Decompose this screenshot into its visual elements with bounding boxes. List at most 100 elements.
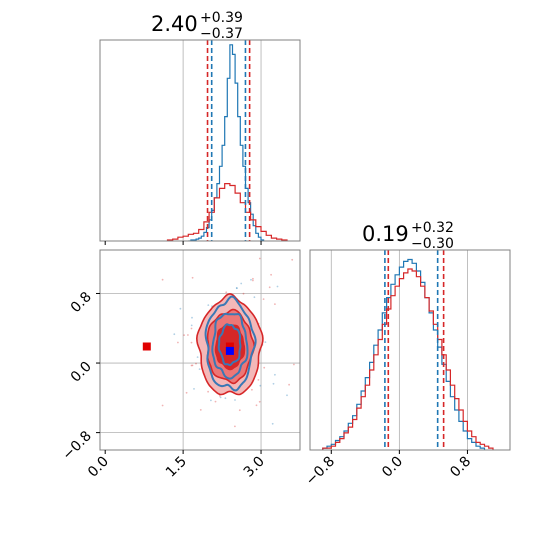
bl-point-0-30 (258, 257, 261, 260)
tl-ticks (104, 241, 262, 245)
br-quantile-lines (384, 250, 445, 450)
title-1-value: 0.19 (362, 222, 409, 246)
bl-blue-contour-2 (217, 323, 242, 367)
title-param-0: 2.40 +0.39 −0.37 (151, 10, 243, 42)
bl-ytick-label-1: 0.0 (68, 359, 95, 386)
bl-blue-contour-1 (211, 312, 249, 380)
bl-point-1-70 (224, 397, 227, 400)
bl-point-0-58 (252, 277, 254, 280)
bl-point-1-58 (173, 333, 176, 336)
bl-point-0-4 (257, 379, 260, 381)
bl-xtick-label-0: 0.0 (85, 454, 112, 481)
bl-point-1-60 (219, 396, 222, 399)
br-series-0-step (322, 258, 486, 450)
bl-point-1-65 (264, 341, 267, 343)
bl-point-1-16 (276, 285, 279, 288)
bl-point-0-15 (177, 341, 179, 344)
bl-point-0-86 (161, 404, 164, 407)
bl-point-0-52 (252, 279, 254, 282)
title-0-upper: +0.39 (200, 10, 243, 26)
bl-point-0-70 (274, 303, 276, 305)
bl-point-1-77 (259, 384, 262, 387)
bl-point-1-6 (272, 382, 275, 385)
bl-point-0-19 (207, 390, 210, 393)
bl-point-0-17 (195, 362, 197, 365)
bl-scatter-points (155, 232, 370, 428)
bl-point-1-82 (191, 316, 193, 319)
br-histograms (322, 258, 494, 450)
br-xtick-label-0: −0.8 (303, 454, 338, 489)
bl-point-1-35 (198, 368, 201, 370)
title-0-lower: −0.37 (200, 26, 243, 42)
bl-point-0-69 (183, 334, 186, 336)
bl-point-1-40 (193, 388, 195, 390)
tl-frame (99, 39, 301, 242)
bl-point-0-43 (251, 388, 253, 391)
bl-xtick-label-2: 3.0 (241, 454, 268, 481)
title-1-lower: −0.30 (411, 236, 454, 252)
br-frame (309, 249, 511, 451)
bl-point-0-47 (255, 404, 258, 407)
bl-point-1-8 (286, 394, 288, 397)
bl-point-0-11 (190, 327, 193, 330)
title-param-1: 0.19 +0.32 −0.30 (362, 220, 454, 252)
bl-point-0-29 (155, 232, 157, 234)
bl-point-0-34 (270, 273, 272, 276)
bl-point-1-72 (190, 324, 193, 327)
bl-point-0-5 (234, 425, 236, 428)
bl-point-0-46 (190, 364, 193, 367)
bl-ytick-label-0: −0.8 (59, 428, 94, 463)
bl-point-1-86 (271, 422, 274, 425)
bl-point-1-30 (234, 399, 236, 401)
bl-frame (99, 249, 301, 451)
bl-point-1-28 (236, 287, 238, 290)
br-series-1-step (322, 268, 494, 450)
bl-point-1-14 (250, 278, 252, 281)
bl-marker-1 (225, 342, 234, 351)
bl-point-0-81 (225, 291, 228, 294)
tl-series-1-step (166, 183, 288, 241)
bl-point-0-63 (268, 286, 271, 289)
bl-point-1-3 (240, 282, 243, 285)
tl-quantile-lines (206, 40, 251, 241)
br-xtick-label-1: 0.0 (379, 454, 406, 481)
br-ticks: −0.8 0.0 0.8 (303, 450, 474, 489)
panel-bottom-left: 0.0 1.5 3.0−0.80.00.8 (59, 232, 370, 481)
bl-point-1-69 (235, 287, 238, 289)
tl-gridlines (182, 40, 262, 241)
bl-blue-contour-0 (204, 295, 257, 392)
bl-point-1-54 (207, 304, 210, 306)
bl-point-0-23 (191, 276, 194, 279)
bl-point-0-32 (238, 409, 241, 412)
bl-point-0-61 (190, 341, 193, 344)
bl-point-0-82 (263, 366, 266, 369)
bl-point-0-14 (218, 395, 221, 397)
bl-marker-0 (142, 342, 151, 351)
bl-point-0-53 (291, 258, 294, 261)
title-0-value: 2.40 (151, 12, 198, 36)
bl-point-1-48 (210, 399, 212, 402)
bl-point-1-80 (179, 307, 182, 310)
bl-point-0-0 (368, 331, 370, 333)
title-1-upper: +0.32 (411, 220, 454, 236)
bl-point-0-74 (191, 364, 194, 367)
bl-markers (142, 342, 234, 355)
bl-point-0-59 (258, 400, 261, 403)
bl-point-0-60 (288, 383, 290, 386)
bl-marker-2 (225, 346, 234, 355)
panel-bottom-right: −0.8 0.0 0.8 (303, 249, 511, 489)
bl-point-0-79 (317, 293, 319, 295)
bl-point-0-57 (187, 334, 189, 336)
bl-gridlines (100, 250, 300, 450)
bl-point-0-31 (293, 363, 295, 366)
bl-point-0-21 (161, 278, 164, 281)
bl-point-0-54 (262, 298, 265, 300)
br-xtick-label-2: 0.8 (447, 454, 474, 481)
tl-histograms (166, 44, 288, 241)
bl-point-1-73 (196, 356, 199, 358)
bl-xtick-label-1: 1.5 (163, 454, 190, 481)
bl-point-0-38 (214, 400, 217, 403)
bl-ytick-label-2: 0.8 (68, 289, 95, 316)
bl-point-0-66 (185, 391, 188, 394)
bl-point-0-78 (242, 292, 245, 295)
